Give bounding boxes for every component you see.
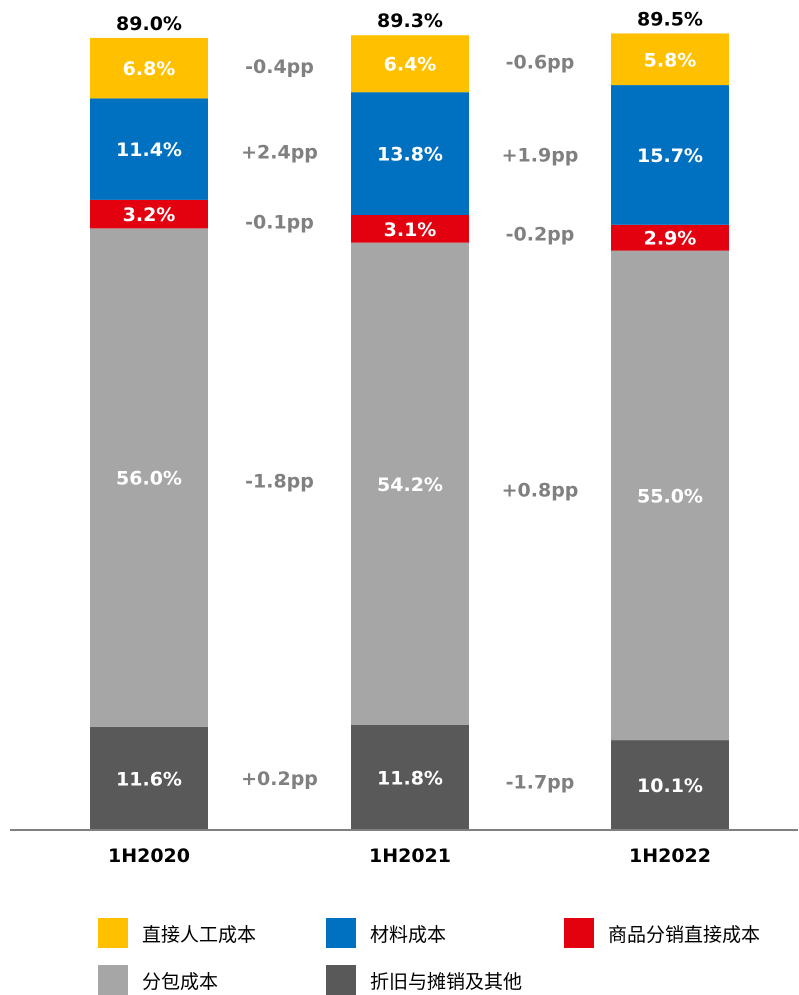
total-label-1h2022: 89.5% (637, 8, 703, 30)
data-label-1h2020-s1: 56.0% (116, 468, 182, 490)
change-label-s1-g1: +0.8pp (502, 480, 579, 502)
bar-segment-1h2020-s2 (90, 199, 208, 229)
change-label-s1-g0: -1.8pp (245, 471, 314, 493)
data-label-1h2020-s4: 6.8% (123, 58, 176, 80)
bar-segment-1h2021-s0 (351, 724, 469, 830)
category-label-1h2020: 1H2020 (108, 845, 190, 867)
bar-segment-1h2022-s2 (611, 224, 729, 251)
change-label-s4-g1: -0.6pp (506, 51, 575, 73)
data-label-1h2022-s3: 15.7% (637, 145, 703, 167)
bar-segment-1h2022-s0 (611, 740, 729, 830)
change-label-s3-g1: +1.9pp (502, 144, 579, 166)
data-label-1h2021-s2: 3.1% (384, 219, 437, 241)
bar-segment-1h2022-s1 (611, 250, 729, 741)
category-label-1h2021: 1H2021 (369, 845, 451, 867)
bar-segment-1h2021-s2 (351, 215, 469, 243)
data-label-1h2022-s2: 2.9% (644, 228, 697, 250)
bar-segment-1h2020-s0 (90, 726, 208, 830)
change-label-s2-g0: -0.1pp (245, 211, 314, 233)
data-label-1h2022-s1: 55.0% (637, 485, 703, 507)
data-label-1h2020-s2: 3.2% (123, 204, 176, 226)
change-label-s3-g0: +2.4pp (241, 141, 318, 163)
bar-segment-1h2021-s3 (351, 92, 469, 216)
total-label-1h2021: 89.3% (377, 10, 443, 32)
change-label-s4-g0: -0.4pp (245, 56, 314, 78)
bar-segment-1h2022-s4 (611, 33, 729, 86)
data-label-1h2021-s1: 54.2% (377, 474, 443, 496)
data-label-1h2021-s3: 13.8% (377, 144, 443, 166)
data-label-1h2022-s4: 5.8% (644, 49, 697, 71)
bar-segment-1h2020-s4 (90, 37, 208, 99)
bar-segment-1h2021-s1 (351, 242, 469, 725)
change-label-s0-g1: -1.7pp (506, 771, 575, 793)
change-label-s2-g1: -0.2pp (506, 223, 575, 245)
bar-segment-1h2022-s3 (611, 85, 729, 225)
category-label-1h2022: 1H2022 (629, 845, 711, 867)
data-label-1h2021-s4: 6.4% (384, 54, 437, 76)
bar-segment-1h2020-s3 (90, 98, 208, 200)
data-label-1h2022-s0: 10.1% (637, 775, 703, 797)
data-label-1h2021-s0: 11.8% (377, 767, 443, 789)
total-label-1h2020: 89.0% (116, 13, 182, 35)
bar-segment-1h2020-s1 (90, 228, 208, 727)
data-label-1h2020-s3: 11.4% (116, 139, 182, 161)
data-label-1h2020-s0: 11.6% (116, 768, 182, 790)
change-label-s0-g0: +0.2pp (241, 768, 318, 790)
bar-segment-1h2021-s4 (351, 35, 469, 93)
